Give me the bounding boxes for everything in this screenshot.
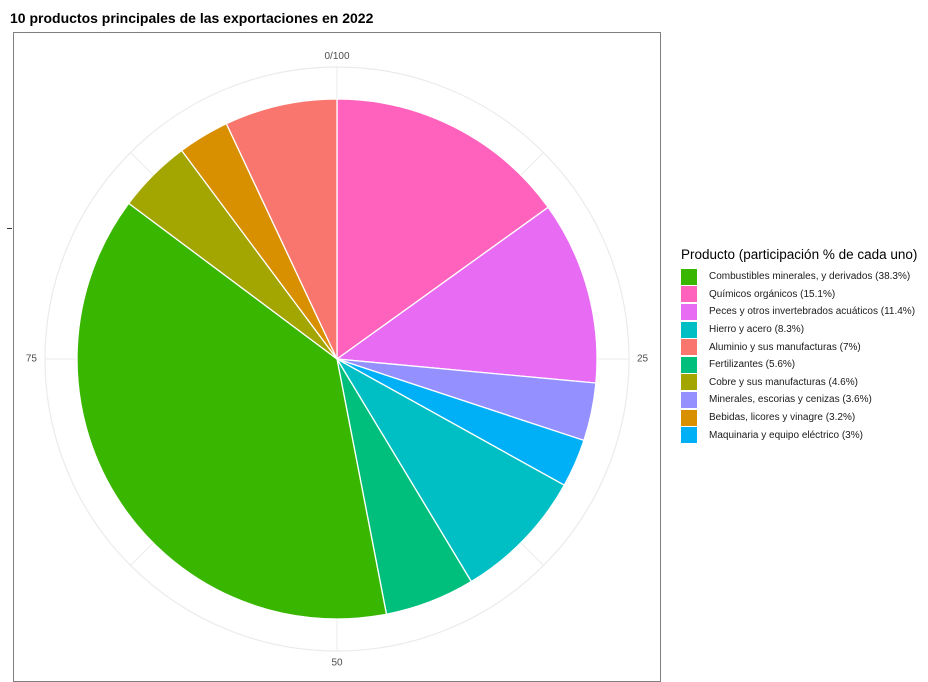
angle-tick-label: 25: [637, 354, 649, 365]
legend-label: Peces y otros invertebrados acuáticos (1…: [709, 306, 916, 318]
legend-label: Minerales, escorias y cenizas (3.6%): [709, 394, 872, 406]
legend-swatch: [681, 409, 697, 426]
angle-tick-label: 50: [331, 657, 343, 668]
pie-slice-hierro-y-acero-8-3: [335, 357, 566, 583]
legend-item-minerales-escorias-y-cenizas-3-6: Minerales, escorias y cenizas (3.6%): [681, 391, 917, 409]
legend-label: Bebidas, licores y vinagre (3.2%): [709, 412, 856, 424]
legend: Producto (participación % de cada uno) C…: [681, 247, 917, 444]
legend-swatch: [681, 339, 697, 356]
legend-swatch: [681, 321, 697, 338]
legend-label: Maquinaria y equipo eléctrico (3%): [709, 429, 863, 441]
angle-tick-label: 0/100: [324, 51, 349, 62]
pie-slice-quimicos-organicos-15-1: [336, 98, 550, 361]
pie-slice-aluminio-y-sus-manufacturas-7: [225, 98, 338, 360]
legend-label: Aluminio y sus manufacturas (7%): [709, 341, 861, 353]
pie-slice-combustibles-minerales-y-derivados-38-3: [76, 202, 388, 620]
legend-swatch: [681, 286, 697, 303]
legend-swatch: [681, 427, 697, 444]
legend-item-aluminio-y-sus-manufacturas-7: Aluminio y sus manufacturas (7%): [681, 338, 917, 356]
pie-chart: 0/100 25 50 75: [26, 51, 649, 668]
legend-item-combustibles-minerales-y-derivados-38-3: Combustibles minerales, y derivados (38.…: [681, 268, 917, 286]
legend-item-cobre-y-sus-manufacturas-4-6: Cobre y sus manufacturas (4.6%): [681, 374, 917, 392]
legend-swatch: [681, 391, 697, 408]
plot-panel: 0/100 25 50 75: [13, 32, 661, 682]
legend-label: Cobre y sus manufacturas (4.6%): [709, 376, 858, 388]
legend-label: Químicos orgánicos (15.1%): [709, 288, 836, 300]
legend-item-fertilizantes-5-6: Fertilizantes (5.6%): [681, 356, 917, 374]
legend-item-hierro-y-acero-8-3: Hierro y acero (8.3%): [681, 321, 917, 339]
legend-title: Producto (participación % de cada uno): [681, 247, 918, 262]
legend-items: Combustibles minerales, y derivados (38.…: [681, 268, 917, 444]
legend-label: Fertilizantes (5.6%): [709, 359, 796, 371]
legend-swatch: [681, 268, 697, 285]
y-axis-tick: [7, 228, 12, 229]
legend-swatch: [681, 374, 697, 391]
angle-tick-label: 75: [26, 354, 38, 365]
legend-label: Hierro y acero (8.3%): [709, 324, 805, 336]
pie-slice-peces-y-otros-invertebrados-acuaticos-11-4: [335, 206, 598, 384]
legend-item-bebidas-licores-y-vinagre-3-2: Bebidas, licores y vinagre (3.2%): [681, 409, 917, 427]
legend-item-quimicos-organicos-15-1: Químicos orgánicos (15.1%): [681, 286, 917, 304]
legend-item-peces-y-otros-invertebrados-acuaticos-11-4: Peces y otros invertebrados acuáticos (1…: [681, 303, 917, 321]
legend-swatch: [681, 303, 697, 320]
chart-title: 10 productos principales de las exportac…: [10, 10, 374, 26]
legend-item-maquinaria-y-equipo-electrico-3: Maquinaria y equipo eléctrico (3%): [681, 426, 917, 444]
legend-label: Combustibles minerales, y derivados (38.…: [709, 271, 911, 283]
legend-swatch: [681, 356, 697, 373]
